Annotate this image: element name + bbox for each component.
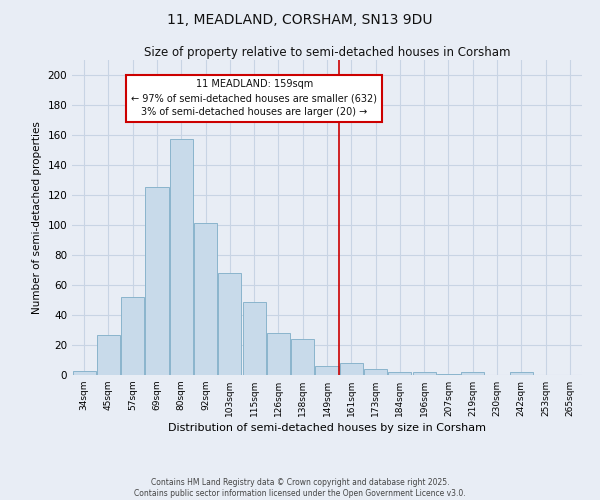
Bar [218, 273, 241, 375]
Bar [364, 369, 387, 375]
Bar [242, 302, 266, 375]
Bar [145, 188, 169, 375]
Title: Size of property relative to semi-detached houses in Corsham: Size of property relative to semi-detach… [144, 46, 510, 59]
Bar [340, 363, 363, 375]
Bar [316, 366, 338, 375]
Bar [97, 334, 120, 375]
X-axis label: Distribution of semi-detached houses by size in Corsham: Distribution of semi-detached houses by … [168, 423, 486, 433]
Bar [121, 297, 144, 375]
Bar [437, 374, 460, 375]
Bar [73, 370, 95, 375]
Bar [170, 140, 193, 375]
Bar [510, 372, 533, 375]
Bar [267, 333, 290, 375]
Y-axis label: Number of semi-detached properties: Number of semi-detached properties [32, 121, 42, 314]
Bar [291, 339, 314, 375]
Bar [194, 224, 217, 375]
Bar [461, 372, 484, 375]
Text: 11, MEADLAND, CORSHAM, SN13 9DU: 11, MEADLAND, CORSHAM, SN13 9DU [167, 12, 433, 26]
Bar [413, 372, 436, 375]
Bar [388, 372, 412, 375]
Text: Contains HM Land Registry data © Crown copyright and database right 2025.
Contai: Contains HM Land Registry data © Crown c… [134, 478, 466, 498]
Text: 11 MEADLAND: 159sqm
← 97% of semi-detached houses are smaller (632)
3% of semi-d: 11 MEADLAND: 159sqm ← 97% of semi-detach… [131, 80, 377, 118]
